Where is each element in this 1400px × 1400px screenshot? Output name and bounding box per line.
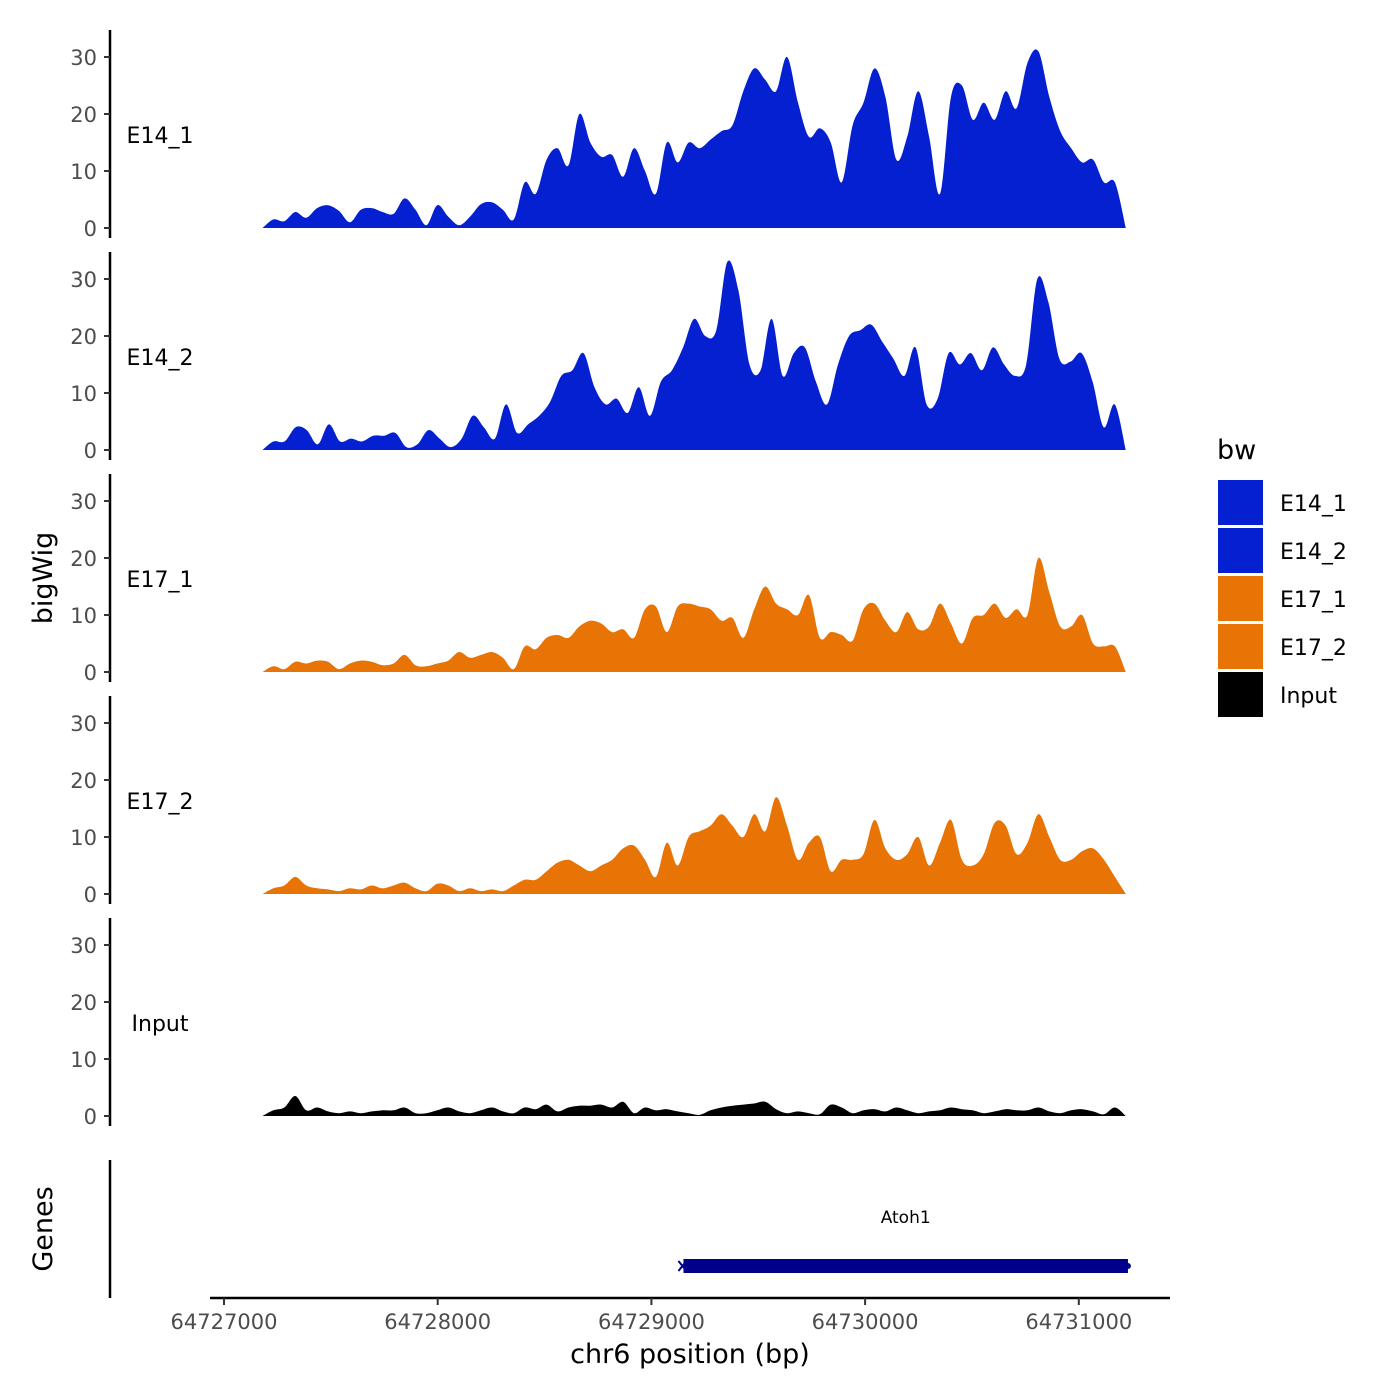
y-tick-label: 0 [84,661,97,685]
y-tick-label: 0 [84,439,97,463]
gene-end-mark [1124,1263,1131,1269]
x-axis-label: chr6 position (bp) [570,1339,810,1370]
gene-strand-mark [677,1260,688,1272]
legend-swatch [1218,672,1263,717]
legend-label: E14_1 [1280,492,1347,517]
y-tick-label: 10 [70,604,97,628]
area-Input [262,1095,1126,1116]
genes-axis-label: Genes [28,1186,59,1271]
y-tick-label: 20 [70,547,97,571]
y-tick-label: 0 [84,217,97,241]
y-tick-label: 10 [70,160,97,184]
legend-title: bw [1217,435,1256,466]
track-label: Input [132,1012,189,1037]
y-tick-label: 20 [70,103,97,127]
legend-swatch [1218,576,1263,621]
track-E14_1: 0 10 20 30 E14_1 [70,30,1126,241]
legend: bw E14_1 E14_2 E17_1 E17_2 Input [1217,435,1347,717]
y-tick-label: 10 [70,1048,97,1072]
track-label: E14_2 [127,346,194,371]
track-E17_2: 0 10 20 30 E17_2 [70,696,1126,907]
y-axis-label: bigWig [28,532,59,625]
x-tick-label: 64728000 [384,1310,491,1334]
legend-swatch [1218,480,1263,525]
area-E14_1 [262,49,1126,228]
legend-label: E17_1 [1280,588,1347,613]
y-tick-label: 20 [70,991,97,1015]
y-tick-label: 30 [70,490,97,514]
y-tick-label: 30 [70,46,97,70]
x-axis: 64727000 64728000 64729000 64730000 64731000 [171,1296,1170,1334]
x-tick-label: 64731000 [1025,1310,1132,1334]
y-tick-label: 20 [70,325,97,349]
legend-label: E14_2 [1280,540,1347,565]
y-tick-label: 0 [84,883,97,907]
x-tick-label: 64730000 [812,1310,919,1334]
y-tick-label: 30 [70,712,97,736]
track-label: E17_1 [127,568,194,593]
track-Input: 0 10 20 30 Input [70,918,1126,1129]
track-E14_2: 0 10 20 30 E14_2 [70,252,1126,463]
legend-label: E17_2 [1280,636,1347,661]
y-tick-label: 10 [70,826,97,850]
legend-label: Input [1280,684,1337,709]
track-panels: 0 10 20 30 E14_1 0 10 20 30 E14_2 0 10 20 30 E17_1 0 10 2… [70,30,1126,1129]
x-tick-label: 64729000 [598,1310,705,1334]
gene-label: Atoh1 [881,1208,931,1228]
y-tick-label: 30 [70,934,97,958]
area-E14_2 [262,260,1126,450]
area-E17_1 [262,557,1126,672]
y-tick-label: 0 [84,1105,97,1129]
area-E17_2 [262,797,1126,894]
genes-panel: Atoh1 [108,1160,1131,1298]
gene-body-Atoh1 [683,1259,1128,1273]
y-tick-label: 30 [70,268,97,292]
track-label: E14_1 [127,124,194,149]
track-E17_1: 0 10 20 30 E17_1 [70,474,1126,685]
legend-swatch [1218,528,1263,573]
x-tick-label: 64727000 [171,1310,278,1334]
legend-swatch [1218,624,1263,669]
y-tick-label: 10 [70,382,97,406]
y-tick-label: 20 [70,769,97,793]
track-label: E17_2 [127,790,194,815]
